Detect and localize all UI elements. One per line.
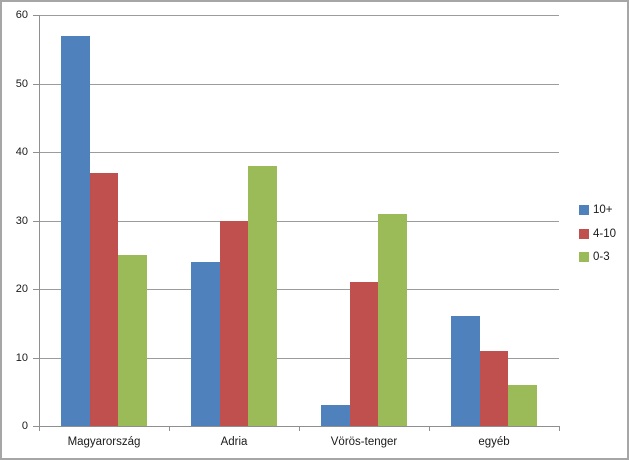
y-axis-label-0: 0 — [21, 420, 28, 432]
legend-label-10+: 10+ — [593, 203, 613, 216]
gridline-20 — [39, 289, 559, 290]
bar-4-10-Adria — [219, 220, 249, 426]
legend: 10+ 4-10 0-3 — [579, 198, 616, 269]
bar-4-10-egyéb — [479, 350, 509, 426]
x-axis-label-Magyarország: Magyarország — [67, 436, 141, 448]
gridline-40 — [39, 152, 559, 153]
legend-item-10+: 10+ — [579, 198, 616, 222]
y-tick-40 — [33, 152, 39, 153]
y-axis-label-60: 60 — [15, 9, 28, 21]
bar-10+-Vörös-tenger — [321, 405, 350, 426]
x-tick-0 — [39, 426, 40, 431]
y-tick-10 — [33, 357, 39, 359]
legend-item-4-10: 4-10 — [579, 222, 616, 246]
y-tick-20 — [33, 289, 39, 290]
legend-swatch-0-3 — [579, 252, 589, 263]
gridline-10 — [39, 357, 559, 359]
gridline-50 — [39, 83, 559, 85]
legend-swatch-10+ — [579, 204, 589, 215]
bar-10+-egyéb — [451, 316, 480, 426]
y-axis-label-20: 20 — [15, 283, 28, 295]
x-axis-label-egyéb: egyéb — [478, 436, 510, 448]
y-axis-label-30: 30 — [15, 214, 28, 227]
bar-0-3-Magyarország — [118, 254, 147, 426]
bar-0-3-Adria — [248, 165, 277, 426]
y-tick-50 — [33, 83, 39, 85]
legend-label-0-3: 0-3 — [593, 251, 610, 264]
legend-label-4-10: 4-10 — [593, 227, 617, 240]
x-tick-4 — [559, 426, 560, 431]
y-axis — [39, 15, 40, 427]
y-tick-0 — [33, 426, 39, 427]
bar-0-3-egyéb — [508, 384, 537, 426]
y-axis-label-40: 40 — [15, 146, 28, 158]
y-tick-60 — [33, 15, 39, 16]
y-axis-label-10: 10 — [15, 351, 28, 364]
x-tick-2 — [299, 426, 300, 431]
gridline-60 — [39, 15, 559, 16]
x-axis-label-Vörös-tenger: Vörös-tenger — [330, 436, 398, 448]
bar-4-10-Magyarország — [89, 172, 119, 426]
bar-10+-Adria — [191, 261, 220, 426]
y-axis-label-50: 50 — [15, 77, 28, 90]
legend-item-0-3: 0-3 — [579, 245, 616, 269]
x-tick-3 — [429, 426, 430, 431]
bar-0-3-Vörös-tenger — [378, 213, 407, 426]
x-axis-label-Adria: Adria — [220, 436, 248, 448]
gridline-30 — [39, 220, 559, 222]
y-tick-30 — [33, 220, 39, 222]
bar-10+-Magyarország — [61, 35, 90, 426]
bar-4-10-Vörös-tenger — [349, 282, 379, 426]
legend-swatch-4-10 — [579, 228, 589, 239]
x-tick-1 — [169, 426, 170, 431]
